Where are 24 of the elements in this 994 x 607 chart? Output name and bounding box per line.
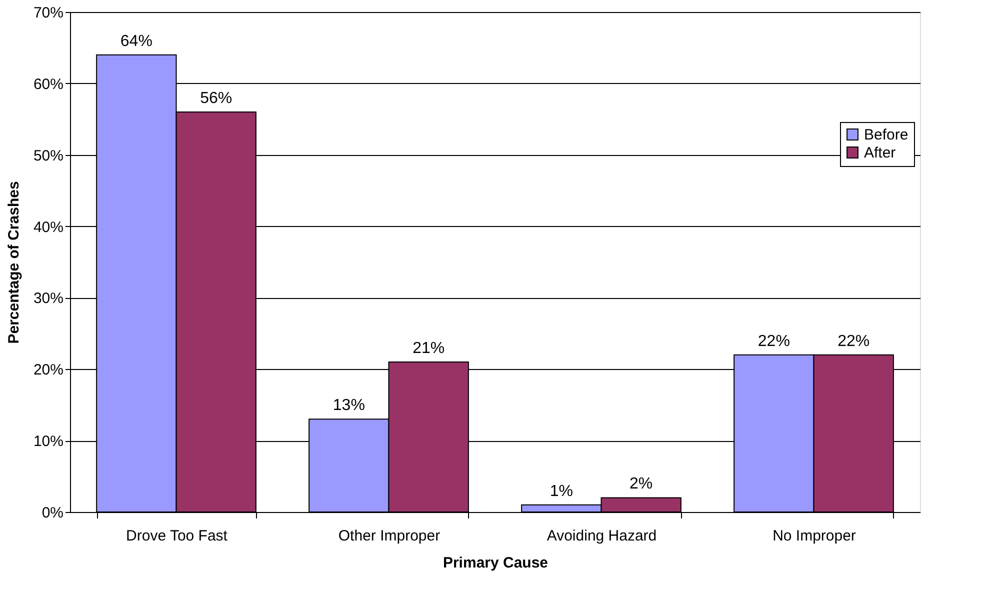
y-tick-label: 0%	[42, 504, 64, 522]
data-label: 13%	[332, 397, 365, 414]
data-label: 21%	[412, 340, 445, 357]
x-tick-label: Drove Too Fast	[126, 528, 228, 544]
y-tick-label: 10%	[33, 433, 64, 450]
legend-label: After	[864, 144, 896, 162]
y-tick-label: 40%	[33, 218, 64, 236]
y-tick-label: 60%	[33, 76, 64, 93]
legend-label: Before	[864, 126, 908, 144]
data-label: 1%	[550, 482, 573, 500]
y-tick-label: 20%	[33, 362, 64, 379]
y-tick-label: 70%	[33, 4, 64, 22]
x-tick-label: Avoiding Hazard	[546, 528, 657, 544]
data-label: 64%	[120, 32, 152, 50]
x-tick-label: No Improper	[772, 528, 856, 544]
y-tick-label: 30%	[33, 290, 64, 308]
data-label: 56%	[200, 90, 232, 107]
y-axis-title: Percentage of Crashes	[5, 181, 22, 344]
y-tick-label: 50%	[33, 147, 64, 164]
data-label: 22%	[758, 332, 790, 350]
x-tick-label: Other Improper	[338, 528, 440, 544]
data-label: 22%	[838, 332, 870, 350]
x-axis-title: Primary Cause	[442, 554, 548, 572]
data-label: 2%	[630, 476, 653, 493]
